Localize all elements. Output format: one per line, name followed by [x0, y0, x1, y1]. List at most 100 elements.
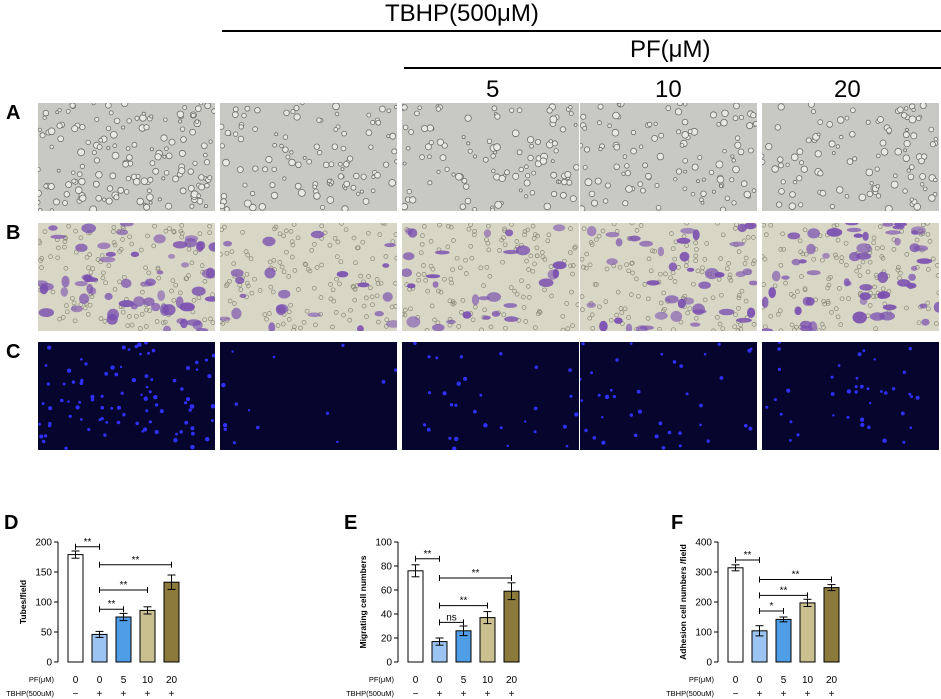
pf-value: 0	[73, 675, 79, 686]
pf-row-label: PF(μM)	[369, 675, 395, 684]
y-tick-label: 100	[375, 538, 392, 549]
tbhp-row-label: TBHP(500uM)	[346, 689, 394, 698]
pf-value: 5	[781, 675, 787, 686]
micrograph-b-2	[220, 223, 397, 331]
y-tick-label: 150	[35, 568, 52, 579]
pf-value: 0	[413, 675, 419, 686]
y-tick-label: 40	[381, 610, 393, 621]
micrograph-a-3	[402, 103, 579, 211]
dose-label-10: 10	[655, 76, 682, 103]
y-tick-label: 20	[381, 634, 393, 645]
treatment-header: TBHP(500μM)	[385, 0, 539, 27]
dose-label-20: 20	[834, 76, 861, 103]
pf-value: 20	[826, 675, 838, 686]
pf-rule	[404, 67, 941, 69]
bar	[775, 618, 792, 663]
micrograph-b-5	[762, 223, 939, 331]
tbhp-sign: +	[121, 689, 127, 699]
significance-label: **	[792, 570, 800, 581]
tbhp-sign: +	[437, 689, 443, 699]
micrograph-a-2	[220, 103, 397, 211]
bar	[799, 602, 816, 663]
micrograph-b-4	[580, 223, 757, 331]
y-tick-label: 80	[381, 562, 393, 573]
y-tick-label: 100	[695, 628, 712, 639]
panel-letter-d: D	[4, 512, 19, 534]
bar	[503, 590, 520, 663]
y-tick-label: 0	[706, 658, 712, 669]
pf-value: 10	[802, 675, 814, 686]
y-tick-label: 200	[695, 598, 712, 609]
bar	[115, 616, 132, 663]
tbhp-sign: +	[509, 689, 515, 699]
significance-label: **	[744, 550, 752, 561]
y-tick-label: 200	[35, 538, 52, 549]
pf-value: 5	[121, 675, 127, 686]
pf-value: 10	[482, 675, 494, 686]
micrograph-c-2	[220, 342, 397, 450]
y-tick-label: 400	[695, 538, 712, 549]
tbhp-sign: +	[97, 689, 103, 699]
significance-label: ns	[446, 612, 457, 623]
tbhp-row-label: TBHP(500uM)	[666, 689, 714, 698]
micrograph-a-1	[38, 103, 215, 211]
tbhp-sign: +	[485, 689, 491, 699]
y-tick-label: 300	[695, 568, 712, 579]
tbhp-sign: −	[413, 689, 419, 699]
pf-value: 0	[437, 675, 443, 686]
panel-letter-e: E	[344, 512, 358, 534]
significance-label: **	[472, 568, 480, 579]
y-tick-label: 100	[35, 598, 52, 609]
bar	[479, 617, 496, 663]
micrograph-b-1	[38, 223, 215, 331]
micrograph-b-3	[402, 223, 579, 331]
treatment-rule	[222, 30, 941, 32]
pf-row-label: PF(μM)	[689, 675, 715, 684]
tbhp-sign: +	[169, 689, 175, 699]
tbhp-sign: +	[461, 689, 467, 699]
chart-tubes-per-field: 050100150200Tubes/field********PF(μM)TBH…	[6, 537, 180, 699]
y-tick-label: 50	[41, 628, 53, 639]
significance-label: **	[780, 585, 788, 596]
y-axis-label: Adhesion cell numbers /field	[678, 544, 688, 660]
significance-label: *	[770, 601, 774, 612]
pf-value: 0	[97, 675, 103, 686]
bar	[163, 581, 180, 663]
tbhp-sign: −	[73, 689, 79, 699]
tbhp-sign: −	[733, 689, 739, 699]
pf-header: PF(μM)	[630, 36, 711, 63]
dose-label-5: 5	[486, 76, 500, 103]
y-tick-label: 0	[46, 658, 52, 669]
pf-value: 20	[166, 675, 178, 686]
significance-label: **	[84, 537, 92, 548]
pf-row-label: PF(μM)	[29, 675, 55, 684]
pf-value: 0	[757, 675, 763, 686]
y-axis-label: Tubes/field	[18, 580, 28, 624]
bar	[139, 609, 156, 663]
y-axis-label: Migrating cell numbers	[358, 555, 368, 648]
bar	[823, 587, 840, 663]
panel-letter-b: B	[6, 222, 21, 244]
bar	[407, 570, 424, 663]
micrograph-c-4	[580, 342, 757, 450]
tbhp-sign: +	[757, 689, 763, 699]
bar	[727, 567, 744, 663]
tbhp-sign: +	[805, 689, 811, 699]
micrograph-c-3	[402, 342, 579, 450]
micrograph-c-1	[38, 342, 215, 450]
tbhp-sign: +	[145, 689, 151, 699]
significance-label: **	[120, 580, 128, 591]
pf-value: 5	[461, 675, 467, 686]
panel-letter-a: A	[6, 102, 21, 124]
significance-label: **	[424, 549, 432, 560]
tbhp-sign: +	[829, 689, 835, 699]
y-tick-label: 60	[381, 586, 393, 597]
micrograph-a-5	[762, 103, 939, 211]
significance-label: **	[132, 555, 140, 566]
significance-label: **	[108, 599, 116, 610]
pf-value: 10	[142, 675, 154, 686]
micrograph-a-4	[580, 103, 757, 211]
tbhp-sign: +	[781, 689, 787, 699]
